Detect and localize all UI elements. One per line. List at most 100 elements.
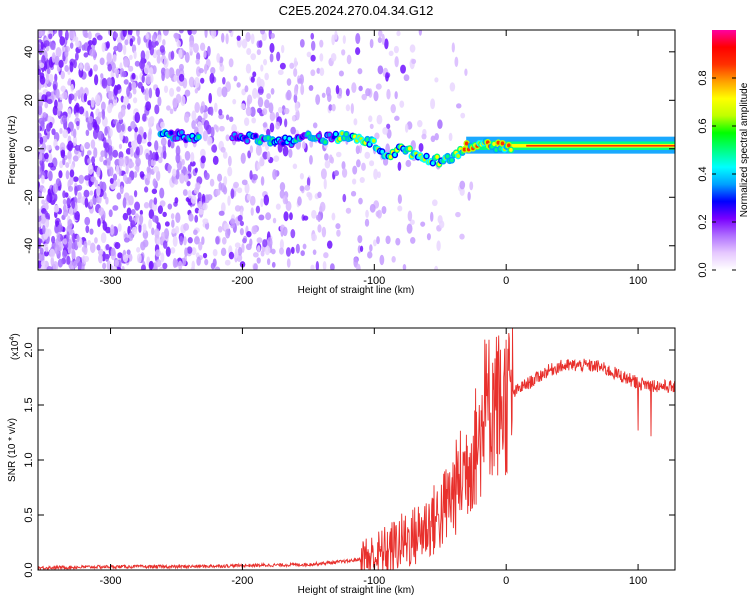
spectrogram-noise-blob — [317, 224, 322, 233]
spectrogram-noise-blob — [85, 129, 90, 137]
spectrogram-noise-blob — [391, 255, 396, 263]
spectrogram-noise-blob — [351, 178, 357, 185]
spectrogram-noise-blob — [176, 86, 181, 92]
spectrogram-noise-blob — [149, 116, 154, 124]
spectrogram-noise-blob — [350, 103, 354, 114]
spectrogram-noise-blob — [268, 102, 274, 114]
spectrogram-noise-blob — [115, 164, 120, 175]
spectrogram-noise-blob — [262, 239, 268, 248]
spectrogram-noise-blob — [163, 57, 169, 69]
spectrogram-noise-blob — [289, 212, 293, 221]
spectrogram-noise-blob — [112, 149, 119, 158]
spectrogram-noise-blob — [335, 223, 341, 230]
snr-frame — [37, 327, 676, 571]
spectrogram-noise-blob — [377, 37, 382, 44]
spectrogram-noise-blob — [234, 205, 241, 212]
spectrogram-noise-blob — [162, 262, 168, 270]
spectrogram-noise-blob — [319, 201, 326, 212]
spectrogram-noise-blob — [100, 150, 105, 158]
spectrogram-ridge-core — [494, 147, 498, 152]
spectrogram-noise-blob — [282, 195, 288, 205]
spectrogram-noise-blob — [134, 60, 140, 67]
spectrogram-noise-blob — [200, 77, 205, 84]
spectrogram-noise-blob — [319, 53, 324, 62]
spectrogram-noise-blob — [186, 180, 191, 187]
spectrogram-noise-blob — [191, 119, 196, 130]
spectrogram-ridge-core — [338, 136, 342, 141]
spectrogram-noise-blob — [175, 68, 181, 77]
spectrogram-ridge-core — [456, 154, 460, 159]
spectrogram-noise-blob — [45, 144, 52, 151]
spectrogram-noise-blob — [73, 260, 78, 268]
spectrogram-noise-blob — [84, 142, 91, 150]
snr-y-tick-label: 1.0 — [23, 452, 35, 467]
spectrogram-noise-blob — [90, 139, 96, 149]
spectrogram-noise-blob — [300, 83, 305, 96]
spectrogram-ridge-core — [500, 141, 505, 146]
spectrogram-noise-blob — [62, 209, 69, 217]
spectrogram-noise-blob — [99, 57, 105, 66]
spectrogram-noise-blob — [97, 130, 104, 141]
spectrogram-noise-blob — [293, 85, 299, 96]
spectrogram-x-tick-label: -300 — [100, 275, 122, 287]
spectrogram-noise-blob — [356, 263, 361, 270]
spectrogram-noise-blob — [256, 245, 261, 253]
spectrogram-noise-blob — [38, 42, 41, 52]
spectrogram-noise-blob — [250, 76, 255, 83]
spectrogram-noise-blob — [58, 59, 64, 68]
spectrogram-noise-blob — [57, 101, 63, 112]
spectrogram-noise-blob — [89, 48, 95, 57]
spectrogram-noise-blob — [72, 232, 76, 244]
spectrogram-noise-blob — [317, 214, 321, 223]
spectrogram-noise-blob — [42, 224, 46, 235]
spectrogram-noise-blob — [48, 152, 53, 164]
spectrogram-noise-blob — [345, 207, 352, 214]
spectrogram-noise-blob — [55, 178, 61, 187]
spectrogram-noise-blob — [357, 68, 363, 75]
spectrogram-noise-blob — [200, 105, 204, 114]
spectrogram-noise-blob — [80, 144, 84, 151]
spectrogram-noise-blob — [407, 210, 413, 222]
spectrogram-noise-blob — [66, 231, 70, 243]
spectrogram-noise-blob — [67, 108, 72, 119]
spectrogram-noise-blob — [369, 203, 376, 213]
spectrogram-noise-blob — [236, 35, 241, 41]
spectrogram-noise-blob — [220, 247, 227, 257]
spectrogram-noise-blob — [155, 249, 161, 257]
spectrogram-noise-blob — [60, 70, 65, 80]
spectrogram-noise-blob — [210, 66, 216, 75]
spectrogram-noise-blob — [388, 50, 394, 57]
spectrogram-noise-blob — [98, 253, 103, 264]
spectrogram-noise-blob — [174, 179, 179, 185]
spectrogram-noise-blob — [159, 45, 165, 53]
spectrogram-noise-blob — [146, 166, 151, 174]
spectrogram-noise-blob — [264, 72, 269, 81]
snr-y-tick-label: 0.5 — [23, 507, 35, 522]
spectrogram-noise-blob — [58, 170, 63, 179]
spectrogram-noise-blob — [162, 150, 167, 160]
spectrogram-noise-blob — [152, 178, 157, 187]
spectrogram-noise-blob — [299, 185, 305, 192]
spectrogram-noise-blob — [126, 207, 132, 216]
spectrogram-noise-blob — [80, 196, 85, 204]
spectrogram-noise-blob — [41, 160, 45, 172]
spectrogram-noise-blob — [89, 228, 94, 235]
spectrogram-noise-blob — [394, 56, 399, 68]
spectrogram-noise-blob — [241, 38, 248, 49]
spectrogram-noise-blob — [64, 65, 69, 72]
spectrogram-noise-blob — [41, 174, 45, 184]
spectrogram-noise-blob — [38, 215, 42, 222]
spectrogram-noise-blob — [205, 124, 212, 135]
spectrogram-noise-blob — [161, 231, 166, 239]
spectrogram-noise-blob — [148, 260, 154, 270]
spectrogram-noise-blob — [164, 221, 170, 227]
spectrogram-noise-blob — [62, 157, 66, 166]
spectrogram-noise-blob — [126, 103, 131, 110]
spectrogram-x-axis: -300 -200 -100 0 100 — [100, 30, 647, 287]
spectrogram-noise-blob — [251, 225, 258, 235]
spectrogram-noise-blob — [295, 109, 300, 121]
spectrogram-noise-blob — [236, 82, 241, 88]
spectrogram-noise-blob — [118, 143, 123, 150]
spectrogram-noise-blob — [122, 173, 127, 182]
spectrogram-noise-blob — [45, 73, 50, 85]
